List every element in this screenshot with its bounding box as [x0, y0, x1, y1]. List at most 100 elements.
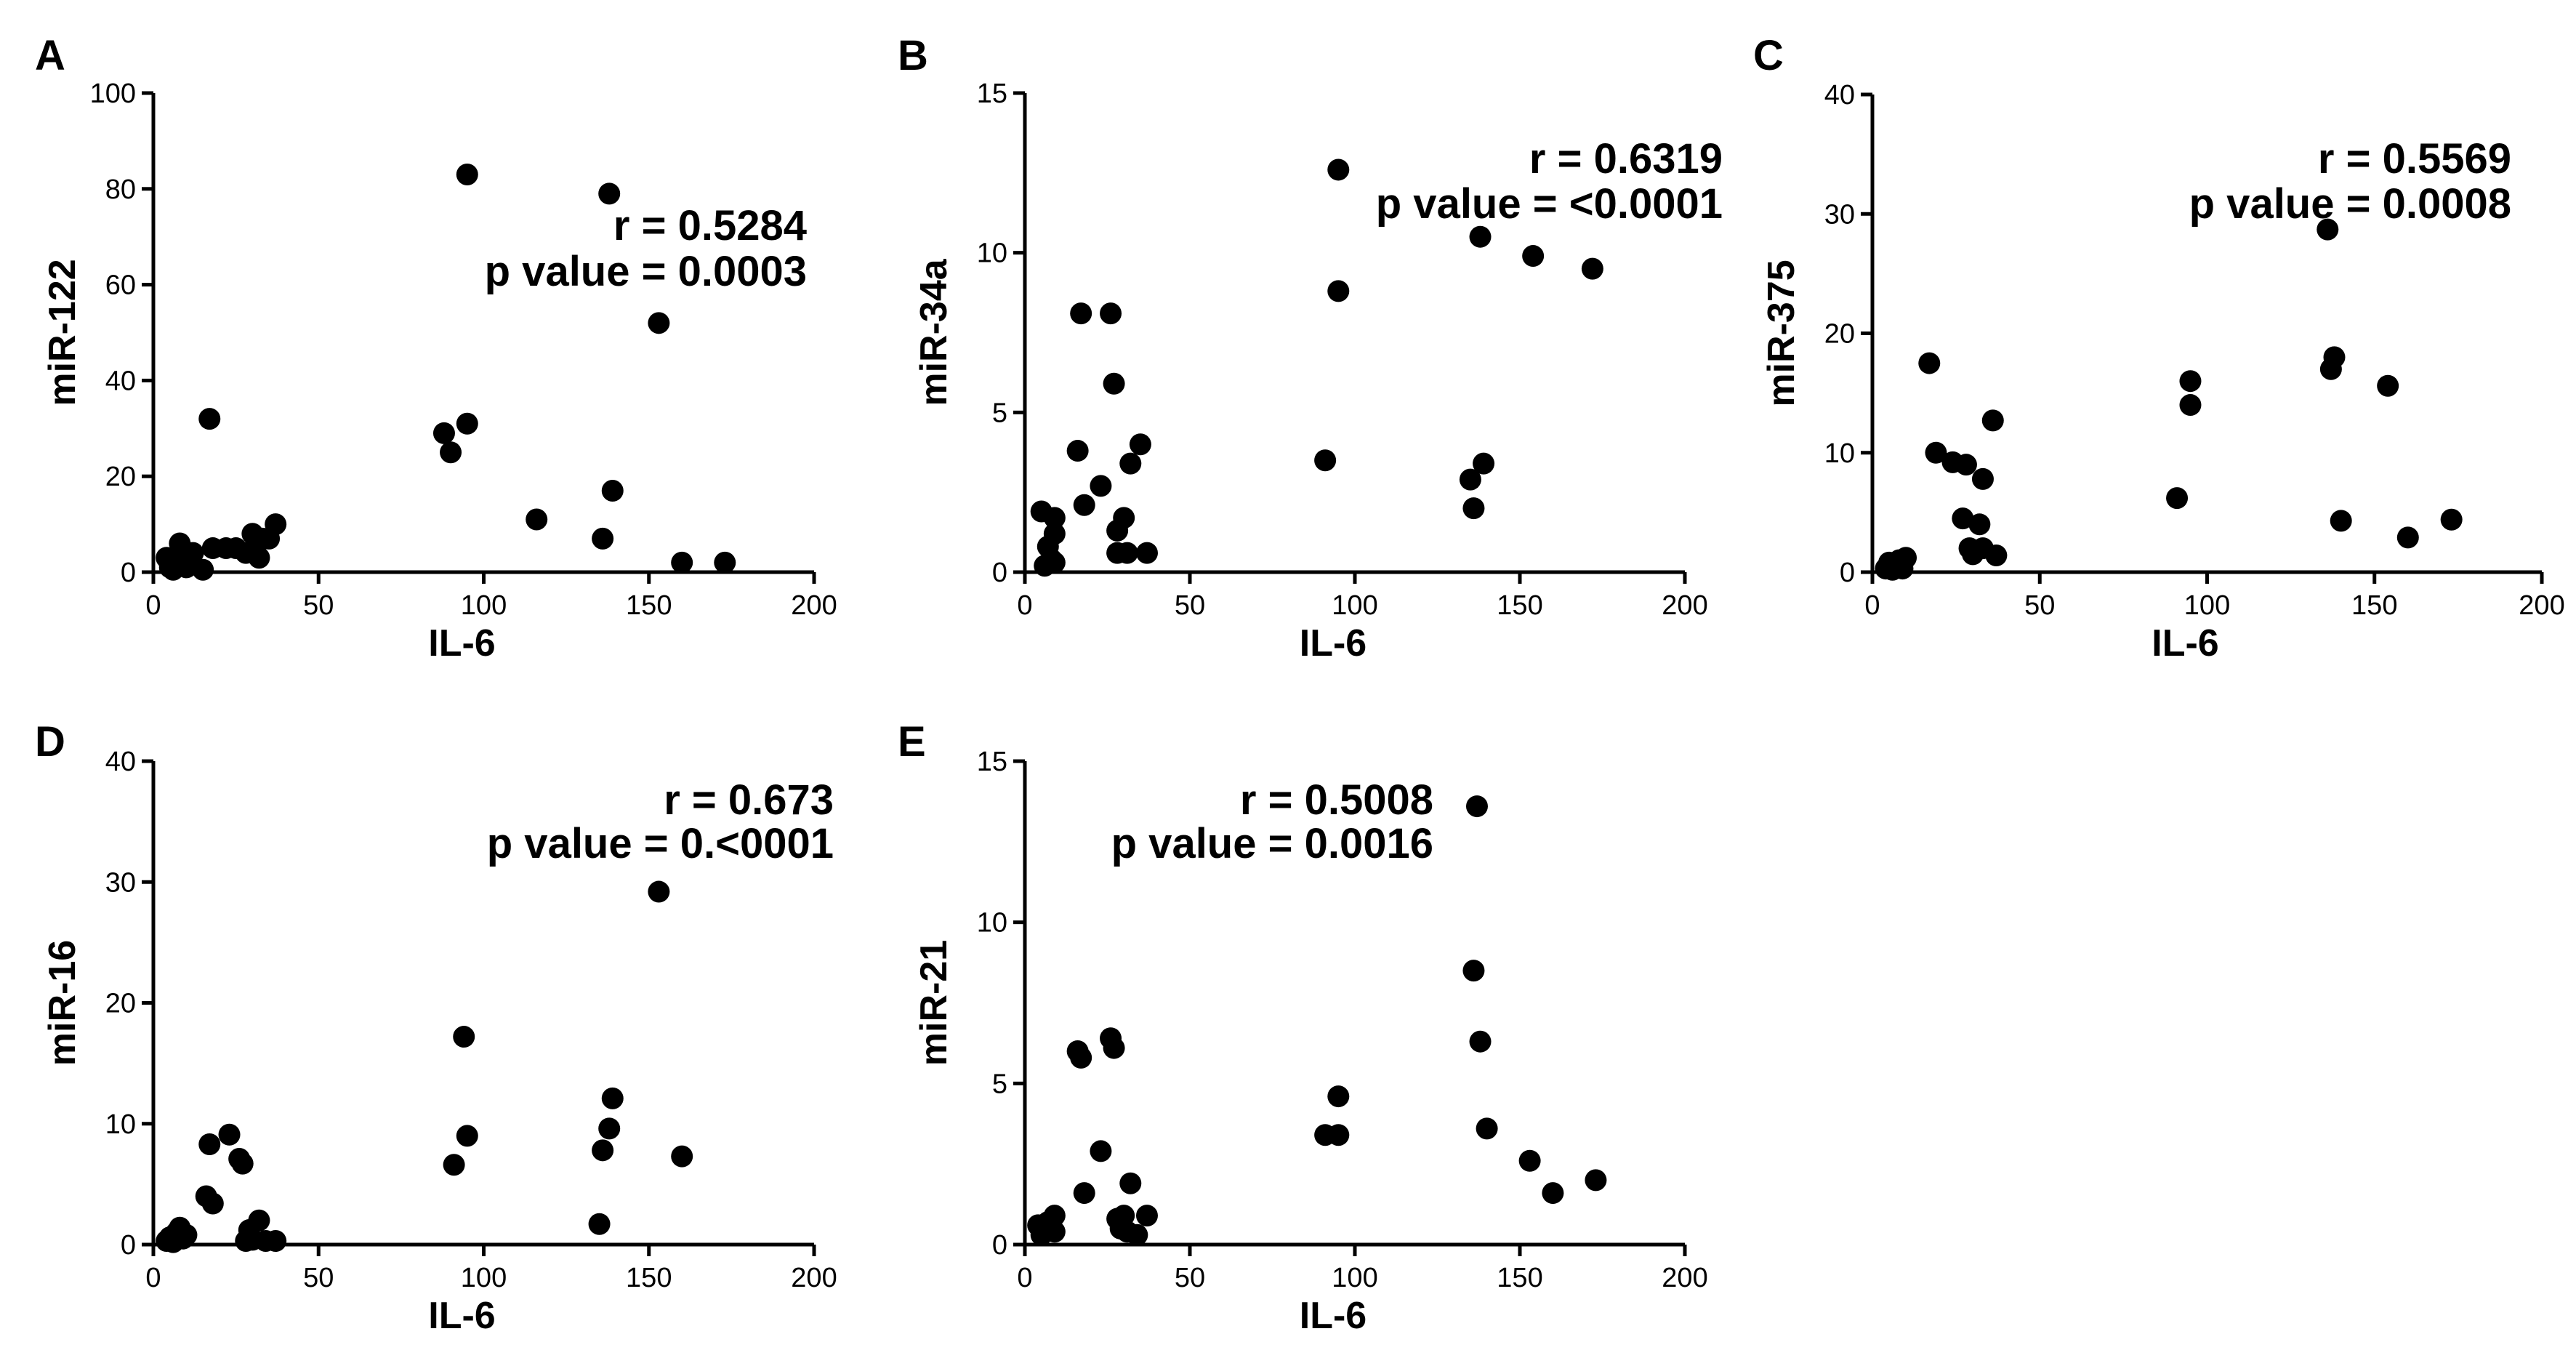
y-tick-label: 0	[992, 558, 1007, 588]
data-point	[1100, 302, 1122, 325]
x-tick-label: 200	[791, 590, 837, 621]
y-tick-label: 20	[105, 462, 136, 492]
data-point	[592, 527, 614, 550]
data-point	[201, 1192, 224, 1215]
data-point	[198, 1133, 221, 1156]
data-point	[1469, 225, 1492, 248]
y-tick-label: 20	[1824, 319, 1855, 350]
data-point	[1462, 497, 1485, 520]
data-point	[1135, 1205, 1158, 1227]
data-point	[1070, 302, 1092, 325]
panel-label-c: C	[1753, 32, 1784, 79]
p-value-label: p value = 0.0016	[1111, 820, 1433, 867]
y-axis-title: miR-34a	[913, 258, 955, 406]
data-point	[1066, 440, 1089, 462]
data-point	[1113, 507, 1135, 529]
x-tick-label: 100	[461, 590, 507, 621]
x-tick-label: 200	[1662, 590, 1707, 621]
data-point	[1073, 494, 1095, 516]
data-point	[1090, 475, 1112, 497]
data-point	[1968, 513, 1991, 536]
data-point	[598, 182, 621, 205]
data-point	[192, 558, 214, 581]
data-point	[1918, 352, 1941, 374]
data-point	[1327, 280, 1350, 302]
data-point	[182, 542, 204, 564]
data-point	[453, 1026, 475, 1048]
panel-label-a: A	[35, 32, 65, 79]
data-point	[1043, 551, 1066, 574]
data-point	[2179, 370, 2202, 393]
x-tick-label: 0	[145, 1263, 161, 1293]
data-point	[1522, 245, 1545, 268]
y-tick-label: 30	[1824, 199, 1855, 230]
data-point	[1985, 545, 2008, 567]
y-tick-label: 40	[105, 747, 136, 777]
r-value-label: r = 0.6319	[1529, 135, 1723, 182]
data-point	[1043, 1221, 1066, 1243]
x-axis-title: IL-6	[428, 622, 495, 664]
data-point	[1981, 409, 2004, 432]
data-point	[1518, 1149, 1541, 1172]
data-point	[1129, 433, 1151, 456]
data-point	[1462, 960, 1485, 982]
y-tick-label: 0	[121, 558, 136, 588]
data-point	[648, 312, 670, 334]
data-point	[2377, 374, 2399, 397]
data-point	[2179, 394, 2202, 417]
x-tick-label: 200	[2519, 590, 2564, 621]
x-tick-label: 200	[791, 1263, 837, 1293]
data-point	[588, 1213, 611, 1235]
data-point	[198, 408, 221, 430]
x-tick-label: 50	[2024, 590, 2055, 621]
data-point	[1955, 454, 1977, 476]
y-tick-label: 0	[121, 1230, 136, 1261]
data-point	[265, 1230, 287, 1253]
x-tick-label: 150	[1497, 590, 1542, 621]
panel-b: B 0 50 100 150 200 0 5 10 15 IL-6 miR-34a r = 0.6319…	[898, 32, 1723, 664]
y-tick-label: 60	[105, 270, 136, 301]
y-tick-label: 15	[977, 747, 1007, 777]
data-point	[1971, 467, 1994, 490]
x-tick-label: 0	[1017, 1263, 1032, 1293]
r-value-label: r = 0.5569	[2318, 135, 2511, 182]
p-value-label: p value = 0.0008	[2189, 180, 2511, 228]
data-point	[440, 441, 462, 464]
x-tick-label: 150	[626, 1263, 672, 1293]
x-tick-label: 50	[303, 1263, 334, 1293]
r-value-label: r = 0.673	[664, 776, 834, 824]
y-tick-label: 15	[977, 79, 1007, 109]
r-value-label: r = 0.5284	[613, 202, 807, 249]
data-point	[443, 1154, 465, 1176]
y-tick-label: 10	[105, 1109, 136, 1140]
data-point	[1103, 1037, 1125, 1059]
x-axis-title: IL-6	[1300, 1295, 1367, 1337]
data-point	[1103, 372, 1125, 395]
y-tick-label: 0	[992, 1230, 1007, 1261]
data-point	[1073, 1182, 1095, 1205]
data-point	[598, 1117, 621, 1140]
data-point	[671, 1145, 693, 1168]
data-point	[248, 547, 270, 569]
data-point	[1126, 1224, 1148, 1246]
y-tick-label: 40	[105, 366, 136, 396]
data-point	[1476, 1117, 1498, 1140]
data-point	[1116, 542, 1138, 564]
x-axis-title: IL-6	[1300, 622, 1367, 664]
data-point	[2440, 508, 2463, 531]
data-point	[2330, 510, 2352, 532]
data-point	[1925, 441, 1947, 464]
data-point	[714, 551, 736, 574]
panel-d: D 0 50 100 150 200 0 10 20 30 40 IL-6 miR-16 r = 0.67…	[35, 718, 837, 1337]
x-tick-label: 100	[1332, 590, 1377, 621]
data-point	[648, 880, 670, 903]
data-point	[218, 1123, 241, 1146]
data-point	[2317, 218, 2339, 241]
x-tick-label: 150	[626, 590, 672, 621]
data-point	[1459, 468, 1481, 491]
data-point	[1895, 547, 1917, 569]
y-axis-title: miR-375	[1760, 260, 1803, 406]
data-point	[432, 422, 455, 444]
y-axis-title: miR-21	[913, 940, 955, 1066]
y-tick-label: 20	[105, 989, 136, 1019]
